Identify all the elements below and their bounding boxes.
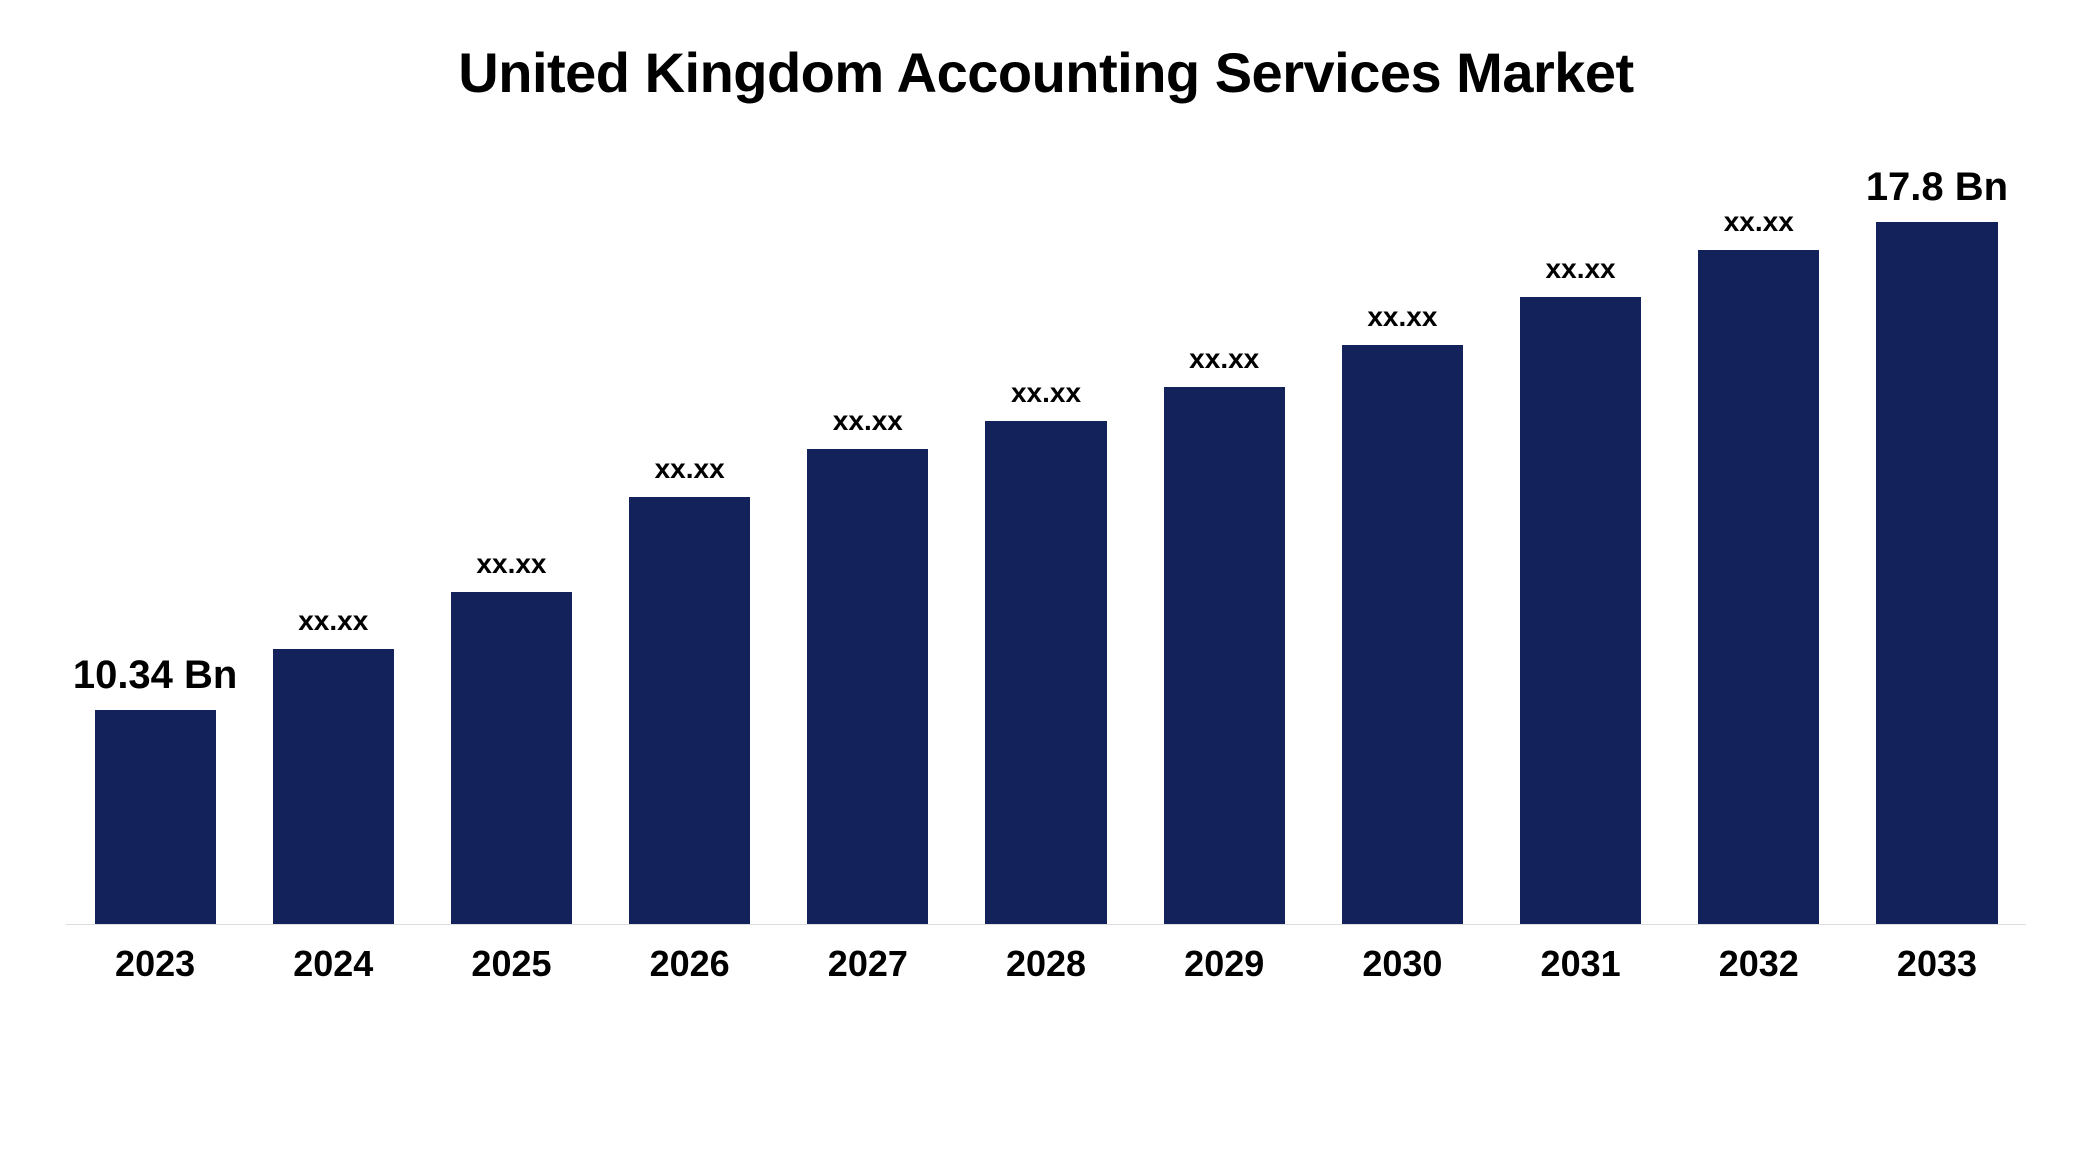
bar [273, 649, 394, 925]
bar-group: xx.xx [422, 165, 600, 924]
bar-value-label: xx.xx [1189, 343, 1259, 375]
bar-group: xx.xx [244, 165, 422, 924]
bar [1520, 297, 1641, 924]
x-axis-label: 2030 [1313, 943, 1491, 985]
chart-title: United Kingdom Accounting Services Marke… [458, 40, 1633, 105]
bar [451, 592, 572, 925]
x-axis-label: 2032 [1670, 943, 1848, 985]
bar-value-label: 10.34 Bn [73, 653, 238, 698]
bar [95, 710, 216, 924]
bar-value-label: xx.xx [1724, 206, 1794, 238]
bar [629, 497, 750, 925]
x-axis-label: 2023 [66, 943, 244, 985]
x-axis-labels: 2023202420252026202720282029203020312032… [66, 943, 2026, 985]
bar-value-label: xx.xx [1011, 377, 1081, 409]
x-axis-label: 2033 [1848, 943, 2026, 985]
bar [1876, 222, 1997, 924]
bar-group: xx.xx [779, 165, 957, 924]
x-axis-label: 2031 [1492, 943, 1670, 985]
bar [807, 449, 928, 924]
bar-group: 17.8 Bn [1848, 165, 2026, 924]
x-axis-label: 2028 [957, 943, 1135, 985]
bar-group: xx.xx [957, 165, 1135, 924]
bar-group: xx.xx [1670, 165, 1848, 924]
chart-area: 10.34 Bn xx.xx xx.xx xx.xx xx.xx xx.xx xx.xx xx… [66, 165, 2026, 985]
bar [985, 421, 1106, 925]
bars-row: 10.34 Bn xx.xx xx.xx xx.xx xx.xx xx.xx xx.xx xx… [66, 165, 2026, 925]
x-axis-label: 2024 [244, 943, 422, 985]
x-axis-label: 2029 [1135, 943, 1313, 985]
bar-group: xx.xx [1135, 165, 1313, 924]
bar-group: xx.xx [601, 165, 779, 924]
bar-value-label: xx.xx [655, 453, 725, 485]
bar [1342, 345, 1463, 925]
x-axis-label: 2026 [601, 943, 779, 985]
bar [1698, 250, 1819, 925]
bar-group: xx.xx [1313, 165, 1491, 924]
bar-value-label: xx.xx [833, 405, 903, 437]
bar-value-label: 17.8 Bn [1866, 165, 2008, 210]
x-axis-label: 2027 [779, 943, 957, 985]
bar-value-label: xx.xx [298, 605, 368, 637]
bar-value-label: xx.xx [1367, 301, 1437, 333]
bar-group: 10.34 Bn [66, 165, 244, 924]
bar [1164, 387, 1285, 924]
x-axis-label: 2025 [422, 943, 600, 985]
bar-group: xx.xx [1492, 165, 1670, 924]
bar-value-label: xx.xx [476, 548, 546, 580]
bar-value-label: xx.xx [1546, 253, 1616, 285]
